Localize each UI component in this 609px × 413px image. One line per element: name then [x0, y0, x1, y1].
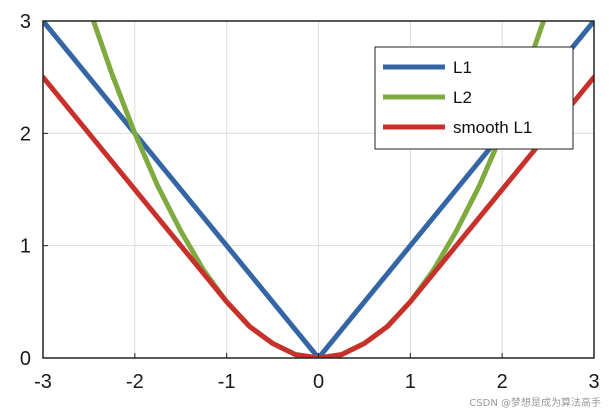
- legend-label-smooth-l1: smooth L1: [453, 118, 532, 137]
- y-tick-label: 3: [20, 11, 31, 33]
- x-tick-label: -2: [126, 371, 144, 393]
- x-tick-label: 1: [405, 371, 416, 393]
- legend: L1 L2 smooth L1: [374, 46, 574, 150]
- y-tick-label: 2: [20, 123, 31, 145]
- x-axis-ticks: -3 -2 -1 0 1 2 3: [34, 353, 600, 393]
- series-line-smooth-l1: [43, 74, 594, 358]
- x-tick-label: 0: [313, 371, 324, 393]
- x-tick-label: -1: [218, 371, 236, 393]
- y-axis-ticks: 0 1 2 3: [20, 11, 48, 370]
- legend-label-l1: L1: [453, 58, 472, 77]
- y-tick-label: 0: [20, 348, 31, 370]
- x-tick-label: -3: [34, 371, 52, 393]
- watermark: CSDN @梦想是成为算法高手: [469, 398, 601, 409]
- series-line-l2: [91, 21, 546, 358]
- y-tick-label: 1: [20, 236, 31, 258]
- x-tick-label: 3: [588, 371, 599, 393]
- legend-label-l2: L2: [453, 88, 472, 107]
- x-tick-label: 2: [497, 371, 508, 393]
